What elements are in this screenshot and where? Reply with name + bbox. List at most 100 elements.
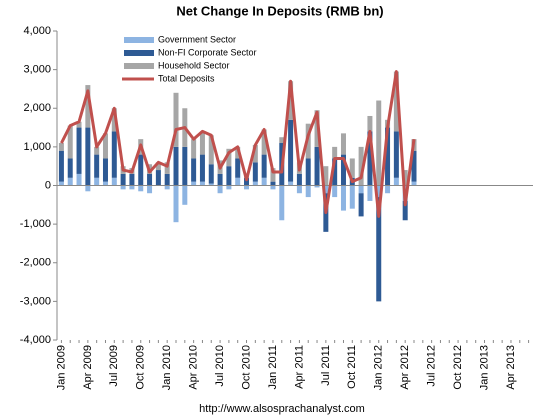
bar (376, 197, 382, 302)
bar (111, 108, 117, 132)
bar (85, 185, 91, 192)
bar (111, 131, 117, 178)
x-tick-label: Jan 2011 (267, 345, 279, 389)
y-tick-label: -2,000 (20, 257, 51, 269)
bar (340, 133, 346, 155)
bar (252, 162, 258, 182)
bar (252, 144, 258, 163)
bar (367, 185, 373, 201)
bar (129, 173, 135, 186)
x-tick-label: Apr 2011 (293, 345, 305, 389)
y-tick-label: -1,000 (20, 218, 51, 230)
bar (67, 125, 73, 159)
bar (199, 181, 205, 186)
bar (120, 173, 126, 186)
bar (155, 162, 161, 171)
x-tick-label: Jul 2009 (108, 345, 120, 387)
bar (147, 185, 153, 194)
bar (411, 150, 417, 182)
bar (244, 177, 250, 186)
y-tick-label: 1,000 (23, 141, 51, 153)
y-tick-label: -3,000 (20, 295, 51, 307)
x-tick-label: Oct 2012 (452, 345, 464, 390)
x-tick-label: Oct 2011 (346, 345, 358, 389)
bar (102, 158, 108, 182)
bar (261, 154, 267, 178)
bar (244, 185, 250, 190)
bar (226, 185, 232, 190)
bar (129, 185, 135, 190)
bar (279, 137, 285, 144)
bar (182, 146, 188, 186)
bar (393, 131, 399, 178)
bar (191, 181, 197, 186)
bar (199, 154, 205, 182)
bar (173, 92, 179, 147)
y-tick-label: 0 (45, 179, 51, 191)
legend-swatch (124, 37, 154, 43)
bar (376, 185, 382, 198)
bar (120, 185, 126, 190)
bar (367, 131, 373, 186)
bar (270, 181, 276, 186)
bar (182, 185, 188, 205)
bar (191, 139, 197, 159)
bar (367, 115, 373, 132)
legend-label: Household Sector (158, 60, 230, 70)
legend-swatch (124, 50, 154, 56)
y-tick-label: 3,000 (23, 64, 51, 76)
legend-swatch (124, 63, 154, 69)
x-tick-label: Oct 2009 (135, 345, 147, 390)
x-tick-label: Apr 2013 (505, 345, 517, 390)
bar (226, 148, 232, 167)
bar (279, 185, 285, 221)
bar (349, 158, 355, 178)
x-tick-label: Jan 2013 (478, 345, 490, 390)
x-tick-label: Apr 2010 (188, 345, 200, 390)
legend-label: Total Deposits (158, 73, 215, 83)
bar (376, 100, 382, 186)
bar (323, 185, 329, 194)
bar (199, 131, 205, 155)
bar (173, 146, 179, 186)
bar (58, 150, 64, 182)
y-tick-label: 4,000 (23, 25, 51, 37)
bar (111, 177, 117, 186)
bar (358, 185, 364, 194)
bar (314, 185, 320, 188)
x-tick-label: Apr 2012 (399, 345, 411, 390)
bar (314, 146, 320, 186)
x-tick-label: Jul 2012 (426, 345, 438, 387)
bar (332, 158, 338, 186)
bar (305, 185, 311, 198)
bar (411, 181, 417, 186)
bar (94, 146, 100, 155)
y-tick-label: -4,000 (20, 334, 51, 346)
bar (235, 177, 241, 186)
bar (67, 177, 73, 186)
bar (58, 181, 64, 186)
x-tick-label: Jan 2010 (161, 345, 173, 390)
x-tick-label: Jan 2012 (373, 345, 385, 390)
bar (208, 164, 214, 184)
bar (305, 158, 311, 186)
bar (173, 185, 179, 223)
bar (358, 146, 364, 186)
bar (155, 170, 161, 186)
chart-title: Net Change In Deposits (RMB bn) (176, 3, 383, 18)
bar (261, 177, 267, 186)
bar (393, 177, 399, 186)
bar (349, 185, 355, 209)
bar (58, 143, 64, 151)
bar (340, 154, 346, 186)
bar (235, 158, 241, 178)
bar (94, 154, 100, 178)
bar (288, 181, 294, 186)
bar (402, 200, 408, 221)
legend-label: Non-FI Corporate Sector (158, 47, 257, 57)
bar (296, 173, 302, 186)
bar (323, 166, 329, 186)
bar (208, 183, 214, 186)
bar (76, 173, 82, 186)
bar (76, 121, 82, 128)
